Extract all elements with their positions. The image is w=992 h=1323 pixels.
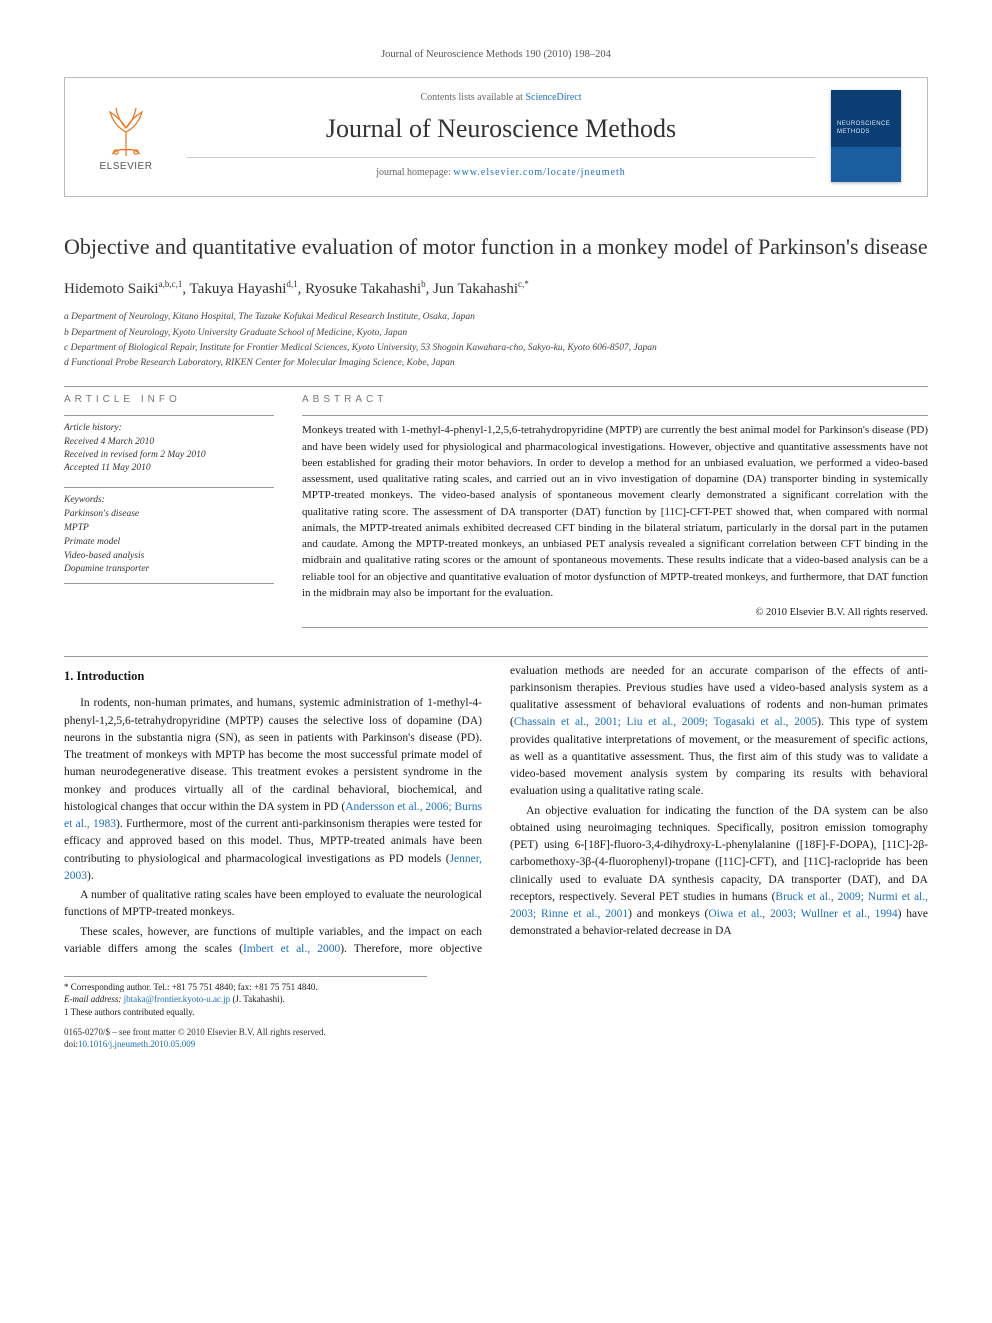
keyword-2: MPTP bbox=[64, 522, 274, 536]
intro-paragraph-2: A number of qualitative rating scales ha… bbox=[64, 887, 482, 922]
history-revised: Received in revised form 2 May 2010 bbox=[64, 449, 274, 462]
equal-contribution-note: 1 These authors contributed equally. bbox=[64, 1006, 427, 1018]
p3-text-mid2: ). This type of system provides qualitat… bbox=[510, 716, 928, 797]
article-title: Objective and quantitative evaluation of… bbox=[64, 233, 928, 262]
citation-chassain-liu-togasaki[interactable]: Chassain et al., 2001; Liu et al., 2009;… bbox=[514, 716, 817, 728]
p4-text-pre: An objective evaluation for indicating t… bbox=[510, 805, 928, 903]
article-info-column: ARTICLE INFO Article history: Received 4… bbox=[64, 393, 274, 627]
keyword-5: Dopamine transporter bbox=[64, 563, 274, 577]
corresponding-author-note: * Corresponding author. Tel.: +81 75 751… bbox=[64, 981, 427, 993]
doi-block: 0165-0270/$ – see front matter © 2010 El… bbox=[64, 1026, 928, 1051]
intro-paragraph-1: In rodents, non-human primates, and huma… bbox=[64, 695, 482, 885]
journal-cover-thumbnail bbox=[831, 90, 901, 182]
abstract-body-text: Monkeys treated with 1-methyl-4-phenyl-1… bbox=[302, 424, 928, 599]
footnotes-block: * Corresponding author. Tel.: +81 75 751… bbox=[64, 976, 427, 1017]
journal-homepage-line: journal homepage: www.elsevier.com/locat… bbox=[187, 157, 815, 180]
contents-available-line: Contents lists available at ScienceDirec… bbox=[187, 91, 815, 105]
front-matter-line: 0165-0270/$ – see front matter © 2010 El… bbox=[64, 1026, 928, 1039]
keywords-block: Keywords: Parkinson's disease MPTP Prima… bbox=[64, 487, 274, 584]
affiliation-b: b Department of Neurology, Kyoto Univers… bbox=[64, 326, 928, 340]
p1-text-mid: ). Furthermore, most of the current anti… bbox=[64, 818, 482, 865]
abstract-copyright: © 2010 Elsevier B.V. All rights reserved… bbox=[302, 605, 928, 621]
abstract-text: Monkeys treated with 1-methyl-4-phenyl-1… bbox=[302, 415, 928, 627]
elsevier-tree-icon bbox=[96, 98, 156, 158]
abstract-label: ABSTRACT bbox=[302, 393, 928, 407]
p1-text-post: ). bbox=[87, 870, 94, 882]
affiliation-d: d Functional Probe Research Laboratory, … bbox=[64, 356, 928, 370]
doi-link[interactable]: 10.1016/j.jneumeth.2010.05.009 bbox=[78, 1039, 195, 1049]
keyword-4: Video-based analysis bbox=[64, 550, 274, 564]
keyword-1: Parkinson's disease bbox=[64, 508, 274, 522]
authors-line: Hidemoto Saikia,b,c,1, Takuya Hayashid,1… bbox=[64, 279, 928, 300]
email-paren: (J. Takahashi). bbox=[230, 994, 285, 1004]
contents-prefix: Contents lists available at bbox=[420, 92, 525, 103]
divider bbox=[64, 386, 928, 387]
history-received: Received 4 March 2010 bbox=[64, 436, 274, 449]
p1-text-pre: In rodents, non-human primates, and huma… bbox=[64, 697, 482, 813]
article-body: 1. Introduction In rodents, non-human pr… bbox=[64, 663, 928, 959]
affiliation-a: a Department of Neurology, Kitano Hospit… bbox=[64, 310, 928, 324]
intro-paragraph-4: An objective evaluation for indicating t… bbox=[510, 803, 928, 941]
journal-homepage-link[interactable]: www.elsevier.com/locate/jneumeth bbox=[453, 167, 625, 178]
publisher-logo: ELSEVIER bbox=[81, 98, 171, 174]
keywords-label: Keywords: bbox=[64, 494, 274, 508]
history-accepted: Accepted 11 May 2010 bbox=[64, 462, 274, 475]
article-info-label: ARTICLE INFO bbox=[64, 393, 274, 407]
citation-imbert[interactable]: Imbert et al., 2000 bbox=[243, 943, 340, 955]
history-label: Article history: bbox=[64, 422, 274, 435]
doi-label: doi: bbox=[64, 1039, 78, 1049]
section-heading-introduction: 1. Introduction bbox=[64, 667, 482, 686]
publisher-wordmark: ELSEVIER bbox=[100, 160, 153, 174]
keyword-3: Primate model bbox=[64, 536, 274, 550]
sciencedirect-link[interactable]: ScienceDirect bbox=[525, 92, 581, 103]
corresponding-email-link[interactable]: jbtaka@frontier.kyoto-u.ac.jp bbox=[124, 994, 231, 1004]
divider bbox=[64, 656, 928, 657]
journal-title: Journal of Neuroscience Methods bbox=[187, 111, 815, 147]
abstract-column: ABSTRACT Monkeys treated with 1-methyl-4… bbox=[302, 393, 928, 627]
email-line: E-mail address: jbtaka@frontier.kyoto-u.… bbox=[64, 993, 427, 1005]
affiliations-block: a Department of Neurology, Kitano Hospit… bbox=[64, 310, 928, 370]
citation-oiwa-wullner[interactable]: Oiwa et al., 2003; Wullner et al., 1994 bbox=[708, 908, 897, 920]
journal-masthead: ELSEVIER Contents lists available at Sci… bbox=[64, 77, 928, 197]
article-history: Article history: Received 4 March 2010 R… bbox=[64, 415, 274, 475]
affiliation-c: c Department of Biological Repair, Insti… bbox=[64, 341, 928, 355]
homepage-prefix: journal homepage: bbox=[376, 167, 453, 178]
running-head: Journal of Neuroscience Methods 190 (201… bbox=[64, 48, 928, 63]
p4-text-mid: ) and monkeys ( bbox=[628, 908, 708, 920]
email-label: E-mail address: bbox=[64, 994, 124, 1004]
